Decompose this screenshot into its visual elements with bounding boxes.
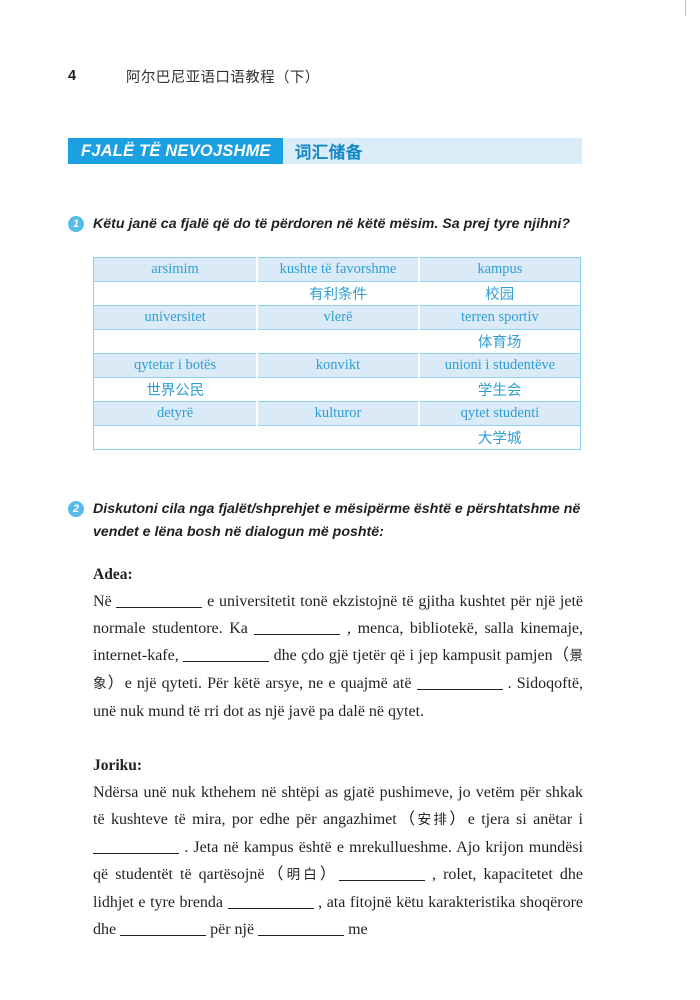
- vocabulary-cell: terren sportiv: [417, 305, 581, 330]
- adea-text-run: . Sidoqoftë, unë nuk mund të rri dot as …: [93, 675, 583, 720]
- vocabulary-row: 有利条件 校园: [93, 281, 581, 306]
- vocabulary-cell: vlerë: [256, 305, 420, 330]
- adea-chinese-gloss: 景象: [93, 648, 583, 692]
- joriku-blank-3[interactable]: [227, 908, 314, 909]
- vocabulary-cell: arsimim: [93, 257, 259, 282]
- task-1: 1 Këtu janë ca fjalë që do të përdoren n…: [68, 213, 598, 236]
- vocabulary-row: 体育场: [93, 329, 581, 354]
- vocabulary-cell: [93, 329, 258, 354]
- vocabulary-cell: 体育场: [418, 329, 581, 354]
- vocabulary-cell: [257, 377, 419, 402]
- task-1-text: Këtu janë ca fjalë që do të përdoren në …: [93, 216, 570, 232]
- adea-blank-3[interactable]: [183, 661, 270, 662]
- speaker-label-joriku: Joriku:: [93, 757, 143, 774]
- adea-text-run: ）e një qyteti. Për këtë arsye, ne e quaj…: [107, 675, 417, 692]
- joriku-chinese-gloss: 明白: [286, 867, 320, 883]
- joriku-text-run: me: [344, 921, 368, 938]
- adea-text-run: Në: [93, 593, 117, 610]
- vocabulary-cell: 世界公民: [93, 377, 258, 402]
- task-1-number: 1: [68, 216, 84, 232]
- joriku-text-run: , rolet, kapacitetet dhe lidhjet e tyre …: [93, 866, 583, 911]
- vocabulary-cell: kampus: [417, 257, 581, 282]
- joriku-blank-4[interactable]: [120, 935, 207, 936]
- vocabulary-cell: [257, 425, 419, 450]
- section-banner-tag: FJALË TË NEVOJSHME: [68, 138, 283, 164]
- dialogue-paragraph-joriku: Ndërsa unë nuk kthehem në shtëpi as gjat…: [93, 779, 583, 943]
- joriku-text-run: për një: [206, 921, 259, 938]
- vocabulary-cell: detyrë: [93, 401, 259, 426]
- task-2-text: Diskutoni cila nga fjalët/shprehjet e më…: [93, 501, 581, 540]
- vocabulary-table: arsimim kushte të favorshme kampus 有利条件 校园 un…: [93, 257, 581, 450]
- vocabulary-row: 大学城: [93, 425, 581, 450]
- joriku-text-run: . Jeta në kampus është e mrekullueshme. …: [93, 839, 583, 883]
- adea-blank-1[interactable]: [116, 607, 203, 608]
- vocabulary-cell: konvikt: [256, 353, 420, 378]
- vocabulary-cell: qytetar i botës: [93, 353, 259, 378]
- vocabulary-row: qytetar i botës konvikt unioni i studentëv…: [93, 353, 581, 378]
- adea-text-run: , menca, bibliotekë, salla kinemaje, int…: [93, 620, 583, 664]
- joriku-blank-2[interactable]: [338, 880, 425, 881]
- joriku-text-run: ）: [319, 866, 339, 883]
- vocabulary-cell: qytet studenti: [417, 401, 581, 426]
- adea-blank-4[interactable]: [416, 689, 503, 690]
- vocabulary-row: detyrë kulturor qytet studenti: [93, 401, 581, 426]
- speaker-label-adea: Adea:: [93, 566, 133, 583]
- adea-text-run: dhe çdo gjë tjetër që i jep kampusit pam…: [269, 647, 570, 664]
- dialogue-paragraph-adea: Në e universitetit tonë ekzistojnë të gj…: [93, 588, 583, 725]
- adea-text-run: e universitetit tonë ekzistojnë të gjith…: [93, 593, 584, 637]
- adea-blank-2[interactable]: [254, 634, 341, 635]
- vocabulary-cell: 学生会: [418, 377, 581, 402]
- vocabulary-cell: 有利条件: [257, 281, 419, 306]
- vocabulary-row: arsimim kushte të favorshme kampus: [93, 257, 581, 282]
- joriku-text-run: Ndërsa unë nuk kthehem në shtëpi as gjat…: [93, 784, 583, 828]
- joriku-blank-1[interactable]: [93, 853, 179, 854]
- vocabulary-row: universitet vlerë terren sportiv: [93, 305, 581, 330]
- running-head: 4 阿尔巴尼亚语口语教程（下）: [68, 64, 632, 88]
- vocabulary-cell: [93, 425, 258, 450]
- joriku-chinese-gloss: 安排: [417, 812, 450, 828]
- joriku-text-run: , ata fitojnë këtu karakteristika shoqër…: [93, 894, 584, 938]
- joriku-blank-5[interactable]: [258, 935, 345, 936]
- running-title: 阿尔巴尼亚语口语教程（下）: [126, 69, 320, 86]
- vocabulary-cell: unioni i studentëve: [417, 353, 581, 378]
- section-banner: FJALË TË NEVOJSHME 词汇储备: [68, 138, 582, 164]
- page-number: 4: [68, 68, 77, 84]
- vocabulary-table-body: arsimim kushte të favorshme kampus 有利条件 校园 un…: [93, 257, 581, 450]
- section-banner-chinese: 词汇储备: [294, 143, 363, 162]
- task-2-number: 2: [68, 501, 84, 517]
- vocabulary-cell: 大学城: [418, 425, 581, 450]
- vocabulary-cell: universitet: [93, 305, 259, 330]
- task-2: 2 Diskutoni cila nga fjalët/shprehjet e …: [68, 498, 598, 544]
- vocabulary-cell: kushte të favorshme: [256, 257, 420, 282]
- joriku-text-run: ）e tjera si anëtar i: [449, 811, 584, 828]
- vocabulary-cell: kulturor: [256, 401, 420, 426]
- vocabulary-cell: [257, 329, 419, 354]
- page-edge-mark: [685, 0, 686, 16]
- vocabulary-cell: 校园: [418, 281, 581, 306]
- vocabulary-cell: [93, 281, 258, 306]
- vocabulary-row: 世界公民 学生会: [93, 377, 581, 402]
